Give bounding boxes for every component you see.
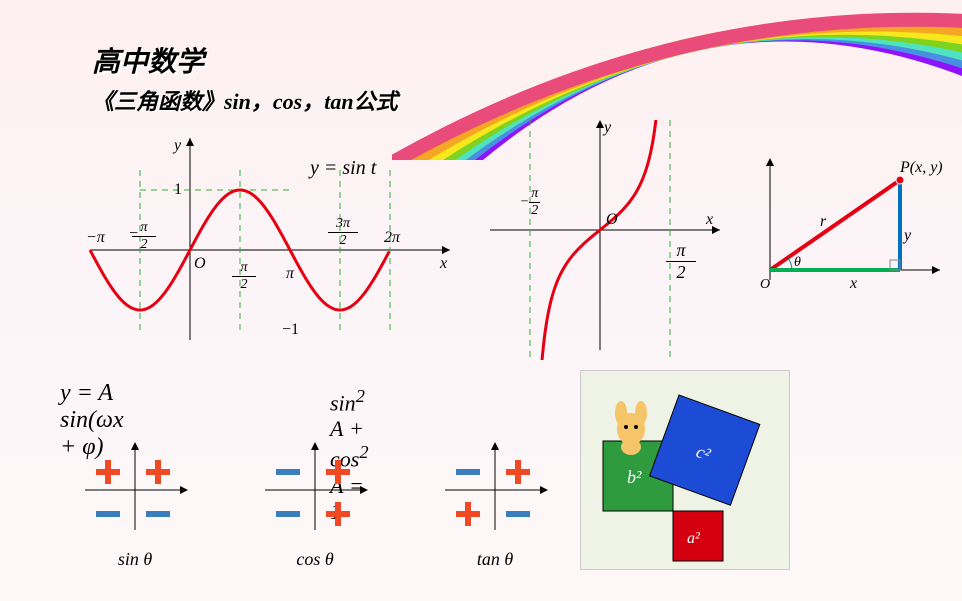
tan-graph: y x −π2 π2 O (480, 120, 730, 360)
origin-label: O (760, 277, 770, 292)
page-title: 高中数学 (92, 40, 398, 80)
vert-label: y (902, 227, 912, 244)
sign-chart-cos: cos θ (260, 440, 370, 570)
svg-text:2π: 2π (384, 229, 401, 246)
sign-label: cos θ (260, 549, 370, 570)
sine-graph: y x −π − π2 O π2 π 3π2 2π 1 −1 y = sin t (70, 120, 460, 350)
pythagoras-diagram: b² c² a² (580, 370, 790, 570)
svg-text:−1: −1 (282, 321, 299, 338)
svg-text:O: O (606, 211, 618, 228)
sign-label: tan θ (440, 549, 550, 570)
sine-title: y = sin t (308, 157, 377, 179)
page-subtitle: 《三角函数》sin，cos，tan公式 (92, 84, 398, 116)
sign-chart-sin: sin θ (80, 440, 190, 570)
svg-text:b²: b² (627, 467, 642, 487)
sign-chart-row: sin θ cos θ tan θ (80, 440, 550, 570)
tan-y-label: y (602, 120, 612, 136)
svg-text:−π: −π (86, 229, 106, 246)
graph-row: y x −π − π2 O π2 π 3π2 2π 1 −1 y = sin t (70, 120, 950, 360)
sign-cos-svg (260, 440, 370, 540)
svg-text:a²: a² (687, 530, 701, 547)
x-axis-label: x (439, 255, 447, 272)
sign-label: sin θ (80, 549, 190, 570)
svg-text:O: O (194, 255, 206, 272)
tan-x-label: x (705, 211, 713, 228)
sign-sin-svg (80, 440, 190, 540)
title-block: 高中数学 《三角函数》sin，cos，tan公式 (92, 40, 398, 116)
hyp-label: r (820, 213, 827, 230)
sign-tan-svg (440, 440, 550, 540)
sign-chart-tan: tan θ (440, 440, 550, 570)
y-axis-label: y (172, 137, 182, 154)
base-label: x (849, 275, 857, 292)
angle-label: θ (794, 255, 801, 270)
right-triangle: P(x, y) r y x θ O (750, 120, 950, 300)
svg-text:π: π (286, 265, 295, 282)
point-label: P(x, y) (899, 159, 943, 176)
svg-text:1: 1 (174, 181, 182, 198)
